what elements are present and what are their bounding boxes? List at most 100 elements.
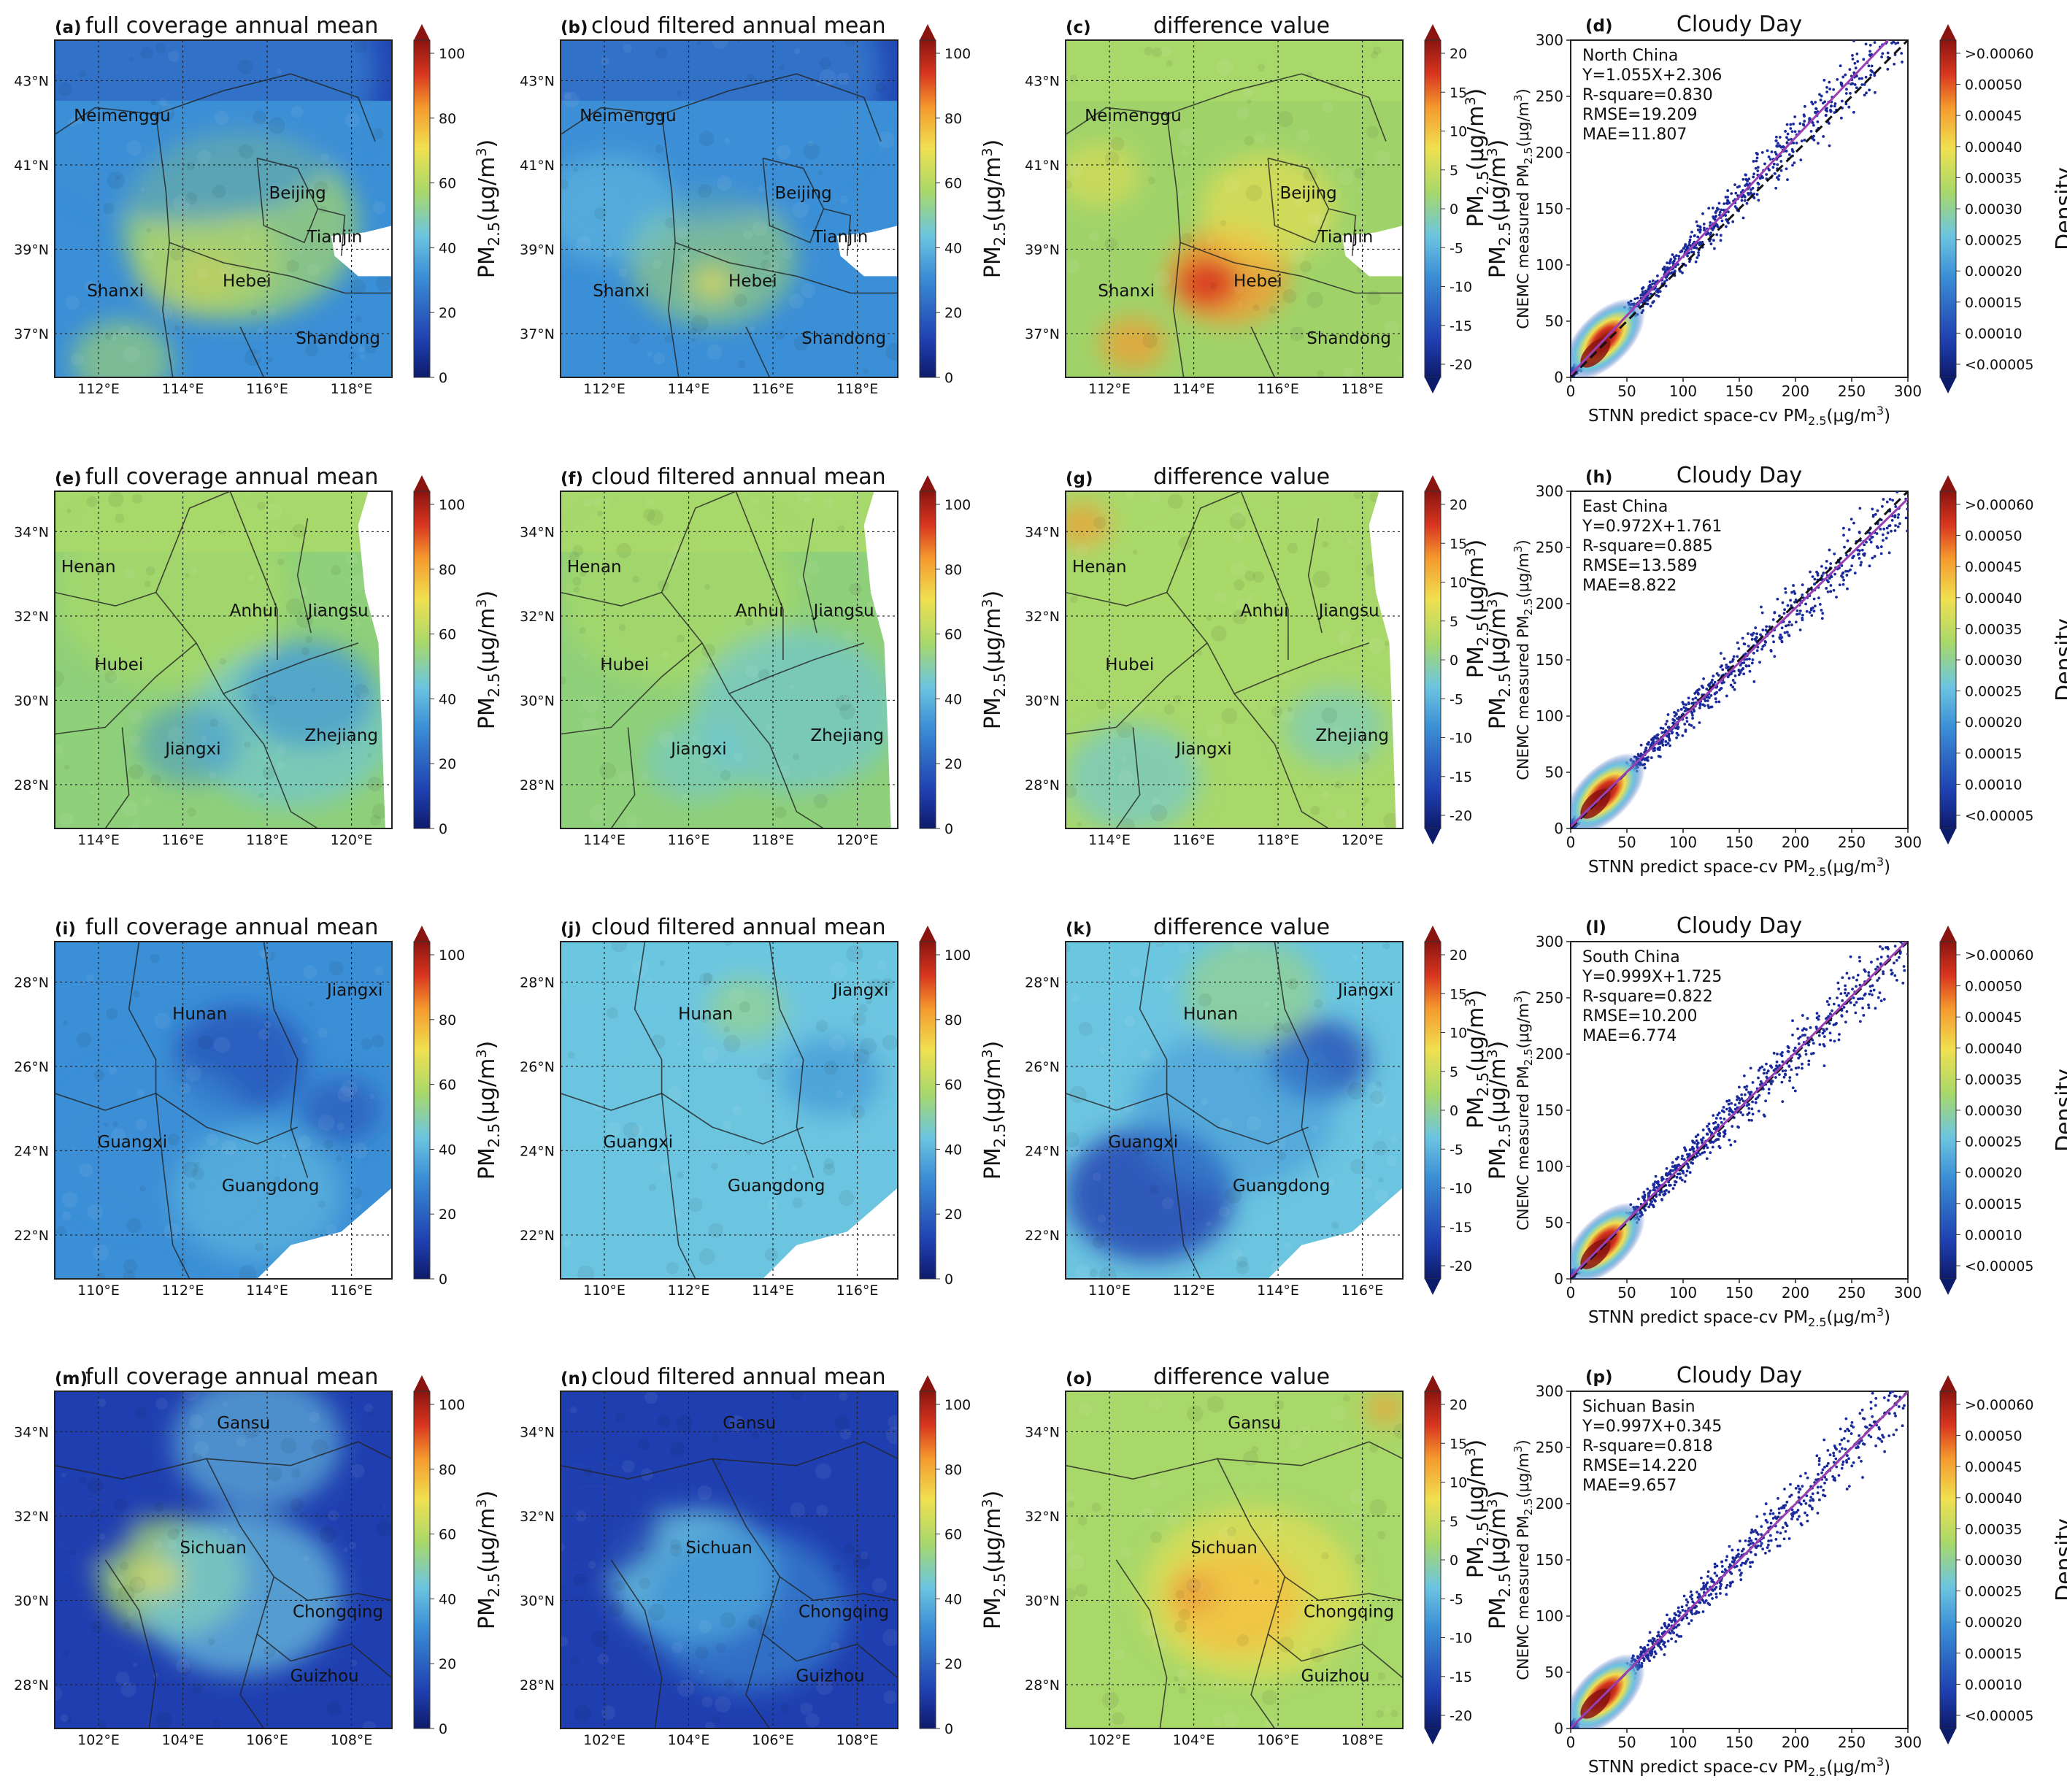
- map-speckle-dot: [372, 1034, 385, 1047]
- scatter-point: [1708, 696, 1711, 699]
- scatter-point: [1698, 706, 1701, 710]
- scatter-point: [1841, 976, 1844, 980]
- scatter-panel: 005050100100150150200200250250300300Sout…: [1463, 913, 2067, 1329]
- province-border: [239, 1634, 265, 1728]
- map-blob: [55, 498, 291, 687]
- province-label: Henan: [1072, 558, 1127, 577]
- scatter-point: [1888, 498, 1892, 501]
- scatter-point: [1801, 1066, 1804, 1070]
- map-speckle-dot: [185, 1065, 201, 1082]
- scatter-point: [1760, 647, 1763, 651]
- map-speckle-dot: [1384, 641, 1390, 647]
- map-speckle-dot: [1117, 769, 1134, 786]
- map-speckle: [1066, 491, 1403, 828]
- scatter-point: [1747, 1118, 1751, 1122]
- map-speckle-dot: [1357, 185, 1363, 193]
- x-tick-label: 300: [1894, 1284, 1922, 1301]
- scatter-point: [1728, 1138, 1731, 1142]
- scatter-point: [1825, 91, 1828, 93]
- scatter-point: [1690, 230, 1693, 234]
- scatter-point: [1814, 101, 1817, 104]
- scatter-point: [1796, 1027, 1799, 1031]
- map-speckle-dot: [326, 1701, 342, 1717]
- scatter-point: [1803, 104, 1806, 108]
- scatter-point: [1751, 1081, 1755, 1084]
- scatter-point: [1670, 271, 1674, 274]
- scatter-point: [1841, 575, 1844, 579]
- map-speckle-dot: [257, 328, 263, 334]
- scatter-point: [1717, 1145, 1721, 1148]
- map-speckle-dot: [250, 309, 258, 316]
- panel-title: difference value: [1153, 464, 1330, 490]
- map-speckle-dot: [601, 56, 609, 65]
- regression-line: [1571, 40, 1890, 376]
- map-speckle-dot: [711, 1163, 718, 1170]
- scatter-point: [1701, 685, 1704, 688]
- scatter-point: [1853, 572, 1857, 574]
- scatter-point: [1833, 1039, 1836, 1043]
- scatter-point: [1784, 587, 1787, 591]
- scatter-point: [1710, 1131, 1714, 1135]
- stats-text: MAE=11.807: [1582, 126, 1687, 144]
- map-speckle-dot: [777, 765, 790, 778]
- lat-tick-label: 34°N: [14, 524, 49, 540]
- scatter-point: [1720, 208, 1723, 212]
- scatter-point: [1750, 1107, 1754, 1111]
- map-speckle-dot: [1236, 598, 1251, 612]
- scatter-point: [1636, 1197, 1640, 1201]
- panel-title: Cloudy Day: [1677, 913, 1802, 939]
- province-label: Jiangxi: [1174, 739, 1231, 758]
- map-speckle-dot: [1360, 636, 1369, 645]
- colorbar-tick-label: 20: [1450, 497, 1467, 513]
- scatter-point: [1753, 637, 1757, 641]
- scatter-point: [1870, 64, 1874, 68]
- scatter-point: [1776, 597, 1779, 601]
- map-speckle-dot: [139, 1185, 147, 1192]
- map-speckle-dot: [214, 109, 229, 125]
- scatter-point: [1858, 557, 1861, 560]
- map-speckle-dot: [1245, 184, 1263, 201]
- map-speckle-dot: [90, 790, 96, 795]
- scatter-point: [1722, 202, 1726, 206]
- stats-text: Y=0.999X+1.725: [1582, 968, 1722, 986]
- province-border: [169, 242, 392, 294]
- map-speckle-dot: [369, 815, 381, 826]
- scatter-point: [1821, 612, 1825, 615]
- map-speckle-dot: [223, 1401, 228, 1407]
- map-speckle-dot: [167, 1539, 177, 1549]
- colorbar-tick-label: 5: [1450, 1064, 1458, 1080]
- map-speckle-dot: [582, 498, 593, 507]
- map-speckle-dot: [563, 91, 571, 100]
- scatter-point: [1750, 1119, 1753, 1122]
- colorbar-arrow-top: [414, 475, 430, 491]
- x-tick-label: 250: [1838, 1284, 1866, 1301]
- map-speckle-dot: [191, 1167, 205, 1180]
- map-speckle-dot: [244, 741, 251, 749]
- map-speckle-dot: [186, 162, 195, 171]
- scatter-point: [1835, 596, 1838, 599]
- province-border: [55, 642, 197, 735]
- scatter-point: [1845, 972, 1849, 975]
- map-blob: [695, 629, 898, 792]
- scatter-point: [1853, 61, 1857, 65]
- map-speckle-dot: [1161, 1197, 1174, 1210]
- scatter-point: [1656, 737, 1659, 740]
- scatter-point: [1771, 618, 1775, 621]
- scatter-point: [1847, 528, 1851, 531]
- scatter-point: [1682, 1158, 1686, 1161]
- y-tick-label: 50: [1545, 1214, 1563, 1231]
- province-border: [1066, 1093, 1309, 1145]
- province-label: Hubei: [94, 655, 143, 674]
- panel-title: difference value: [1153, 915, 1330, 940]
- scatter-point: [1886, 51, 1890, 55]
- scatter-point: [1836, 77, 1839, 81]
- colorbar-tick-label: 100: [439, 947, 465, 964]
- scatter-point: [1728, 1099, 1731, 1102]
- scatter-point: [1858, 1020, 1862, 1023]
- scatter-point: [1650, 1200, 1654, 1203]
- lat-tick-label: 37°N: [14, 326, 49, 342]
- scatter-field: [1571, 942, 1908, 1279]
- scatter-point: [1754, 1101, 1758, 1104]
- map-speckle-dot: [263, 1645, 276, 1658]
